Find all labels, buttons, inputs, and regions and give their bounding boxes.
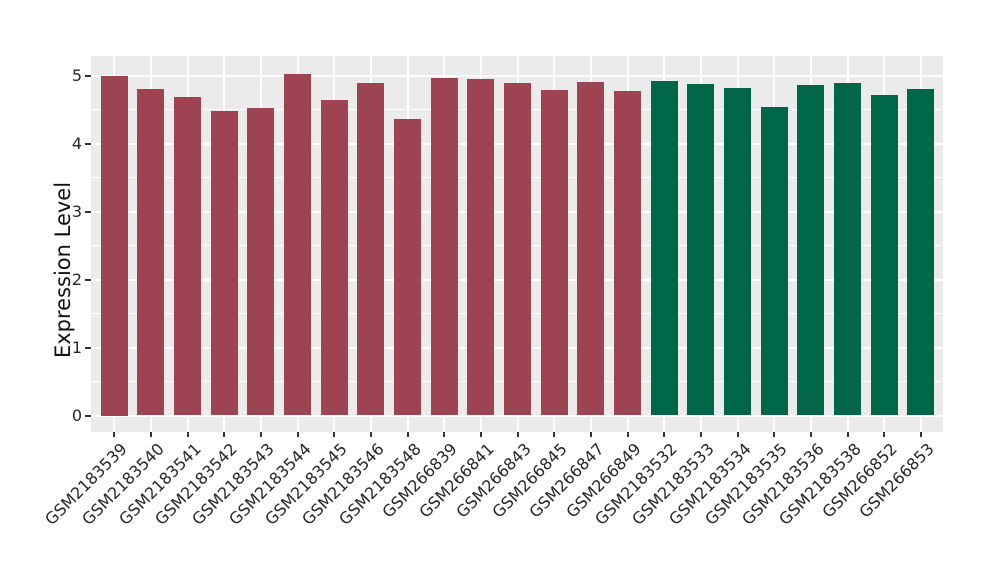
y-tick-mark xyxy=(85,75,91,77)
x-tick-mark xyxy=(736,432,739,437)
bar-GSM2183542 xyxy=(210,110,238,416)
x-tick-mark xyxy=(333,432,336,437)
x-tick-mark xyxy=(883,432,886,437)
plot-panel xyxy=(91,56,943,432)
bar-GSM266847 xyxy=(577,82,605,416)
bar-GSM2183540 xyxy=(137,88,165,416)
bar-GSM2183535 xyxy=(760,106,788,416)
y-tick-label: 0 xyxy=(71,405,82,425)
y-tick-label: 1 xyxy=(71,337,82,357)
y-tick-label: 3 xyxy=(71,201,82,221)
y-tick-mark xyxy=(85,346,91,349)
bar-GSM266845 xyxy=(540,90,568,416)
x-tick-mark xyxy=(186,432,189,437)
x-tick-mark xyxy=(773,432,776,437)
bar-GSM2183548 xyxy=(394,118,422,416)
x-tick-mark xyxy=(846,432,849,437)
x-tick-mark xyxy=(699,432,702,437)
bar-GSM2183536 xyxy=(797,84,825,416)
bar-GSM2183543 xyxy=(247,107,275,416)
bar-GSM2183539 xyxy=(100,76,128,416)
bar-GSM2183544 xyxy=(284,73,312,416)
bar-GSM266843 xyxy=(504,83,532,416)
bar-GSM266841 xyxy=(467,79,495,416)
x-tick-mark xyxy=(259,432,262,437)
bar-GSM266853 xyxy=(907,88,935,416)
x-tick-mark xyxy=(663,432,666,437)
bar-GSM2183546 xyxy=(357,82,385,416)
bar-GSM2183533 xyxy=(687,84,715,416)
x-tick-mark xyxy=(443,432,446,437)
x-tick-mark xyxy=(296,432,299,437)
x-tick-mark xyxy=(919,432,922,437)
bar-GSM2183538 xyxy=(834,82,862,416)
bar-GSM266839 xyxy=(430,78,458,416)
y-tick-mark xyxy=(85,414,91,417)
bar-GSM2183545 xyxy=(320,99,348,416)
x-tick-mark xyxy=(809,432,812,437)
x-tick-mark xyxy=(113,432,116,437)
y-tick-mark xyxy=(85,278,91,281)
y-tick-mark xyxy=(85,142,91,145)
x-tick-mark xyxy=(589,432,592,437)
x-tick-mark xyxy=(223,432,226,437)
bar-GSM266852 xyxy=(870,95,898,416)
bar-GSM2183534 xyxy=(724,88,752,416)
bar-GSM266849 xyxy=(614,90,642,416)
x-tick-mark xyxy=(553,432,556,437)
x-tick-mark xyxy=(149,432,152,437)
y-tick-mark xyxy=(85,210,91,213)
x-tick-mark xyxy=(406,432,409,437)
bar-GSM2183532 xyxy=(650,81,678,416)
x-tick-mark xyxy=(626,432,629,437)
y-axis-title: Expression Level xyxy=(51,181,75,359)
x-tick-mark xyxy=(479,432,482,437)
y-tick-label: 2 xyxy=(71,269,82,289)
y-tick-label: 5 xyxy=(71,66,82,85)
x-tick-mark xyxy=(516,432,519,437)
y-tick-label: 4 xyxy=(71,133,82,153)
bar-GSM2183541 xyxy=(174,97,202,416)
x-tick-mark xyxy=(369,432,372,437)
